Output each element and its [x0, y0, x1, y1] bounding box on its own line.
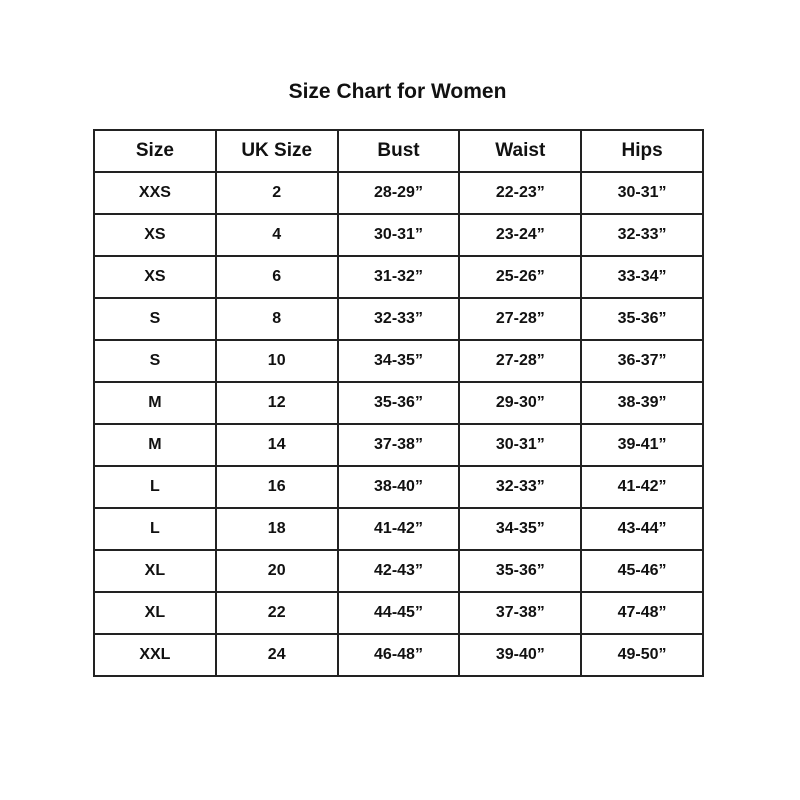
uk-size-cell: 4 [214, 213, 339, 257]
bust-cell: 42-43” [336, 549, 461, 593]
bust-cell: 32-33” [336, 297, 461, 341]
bust-cell: 38-40” [336, 465, 461, 509]
header-hips: Hips [580, 129, 704, 173]
uk-size-cell: 24 [214, 633, 339, 677]
bust-cell: 31-32” [336, 255, 461, 299]
bust-cell: 34-35” [336, 339, 461, 383]
hips-cell: 36-37” [580, 339, 704, 383]
waist-cell: 32-33” [458, 465, 583, 509]
waist-cell: 22-23” [458, 171, 583, 215]
waist-cell: 29-30” [458, 381, 583, 425]
hips-cell: 33-34” [580, 255, 704, 299]
uk-size-cell: 6 [214, 255, 339, 299]
size-cell: S [93, 297, 217, 341]
size-cell: XXL [93, 633, 217, 677]
uk-size-cell: 2 [214, 171, 339, 215]
uk-size-cell: 12 [214, 381, 339, 425]
waist-cell: 23-24” [458, 213, 583, 257]
size-chart-table: Size UK Size Bust Waist Hips XXS 2 28-29” 2… [93, 129, 704, 677]
table-row: S 8 32-33” 27-28” 35-36” [93, 297, 704, 341]
bust-cell: 28-29” [336, 171, 461, 215]
hips-cell: 47-48” [580, 591, 704, 635]
waist-cell: 34-35” [458, 507, 583, 551]
header-uk-size: UK Size [214, 129, 339, 173]
waist-cell: 25-26” [458, 255, 583, 299]
bust-cell: 46-48” [336, 633, 461, 677]
table-row: L 18 41-42” 34-35” 43-44” [93, 507, 704, 551]
uk-size-cell: 18 [214, 507, 339, 551]
page-title: Size Chart for Women [288, 80, 507, 103]
uk-size-cell: 14 [214, 423, 339, 467]
size-cell: L [93, 465, 217, 509]
size-cell: M [93, 381, 217, 425]
waist-cell: 27-28” [458, 297, 583, 341]
table-row: M 12 35-36” 29-30” 38-39” [93, 381, 704, 425]
waist-cell: 30-31” [458, 423, 583, 467]
size-cell: XS [93, 213, 217, 257]
table-row: XL 22 44-45” 37-38” 47-48” [93, 591, 704, 635]
hips-cell: 30-31” [580, 171, 704, 215]
bust-cell: 37-38” [336, 423, 461, 467]
uk-size-cell: 20 [214, 549, 339, 593]
hips-cell: 41-42” [580, 465, 704, 509]
hips-cell: 38-39” [580, 381, 704, 425]
size-cell: S [93, 339, 217, 383]
header-bust: Bust [336, 129, 461, 173]
table-row: XS 6 31-32” 25-26” 33-34” [93, 255, 704, 299]
waist-cell: 37-38” [458, 591, 583, 635]
table-row: XXL 24 46-48” 39-40” 49-50” [93, 633, 704, 677]
hips-cell: 32-33” [580, 213, 704, 257]
waist-cell: 39-40” [458, 633, 583, 677]
size-cell: XL [93, 549, 217, 593]
waist-cell: 27-28” [458, 339, 583, 383]
bust-cell: 44-45” [336, 591, 461, 635]
bust-cell: 35-36” [336, 381, 461, 425]
waist-cell: 35-36” [458, 549, 583, 593]
uk-size-cell: 8 [214, 297, 339, 341]
size-cell: XL [93, 591, 217, 635]
hips-cell: 39-41” [580, 423, 704, 467]
size-cell: L [93, 507, 217, 551]
uk-size-cell: 16 [214, 465, 339, 509]
bust-cell: 30-31” [336, 213, 461, 257]
table-row: L 16 38-40” 32-33” 41-42” [93, 465, 704, 509]
uk-size-cell: 22 [214, 591, 339, 635]
hips-cell: 49-50” [580, 633, 704, 677]
bust-cell: 41-42” [336, 507, 461, 551]
header-size: Size [93, 129, 217, 173]
header-row: Size UK Size Bust Waist Hips [93, 129, 704, 173]
hips-cell: 35-36” [580, 297, 704, 341]
table-row: XXS 2 28-29” 22-23” 30-31” [93, 171, 704, 215]
hips-cell: 43-44” [580, 507, 704, 551]
hips-cell: 45-46” [580, 549, 704, 593]
table-row: M 14 37-38” 30-31” 39-41” [93, 423, 704, 467]
header-waist: Waist [458, 129, 583, 173]
table-row: XL 20 42-43” 35-36” 45-46” [93, 549, 704, 593]
table-body: XXS 2 28-29” 22-23” 30-31” XS 4 30-31” 23-24” 32-… [93, 171, 704, 677]
uk-size-cell: 10 [214, 339, 339, 383]
size-cell: XS [93, 255, 217, 299]
table-row: S 10 34-35” 27-28” 36-37” [93, 339, 704, 383]
table-row: XS 4 30-31” 23-24” 32-33” [93, 213, 704, 257]
size-cell: M [93, 423, 217, 467]
size-cell: XXS [93, 171, 217, 215]
